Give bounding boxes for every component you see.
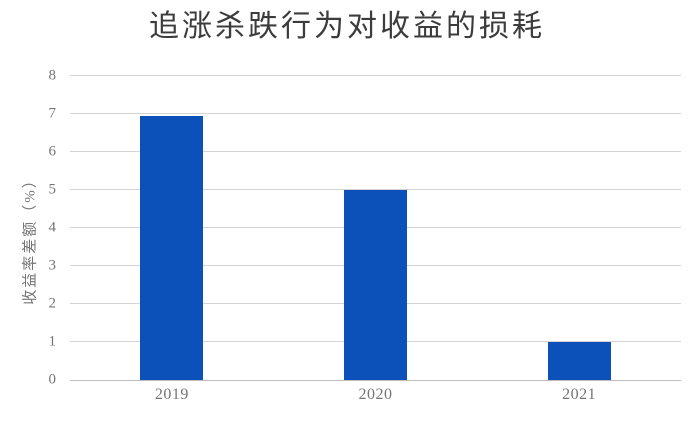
bar-2021 <box>547 342 611 380</box>
bar-column <box>477 76 681 380</box>
x-tick-label: 2019 <box>154 386 189 403</box>
x-tick-label: 2020 <box>358 386 393 403</box>
y-tick-label: 7 <box>48 105 57 122</box>
bar-2020 <box>344 190 407 380</box>
y-tick-label: 6 <box>48 143 57 160</box>
bar-column <box>70 76 274 380</box>
plot-area <box>70 75 681 381</box>
y-tick-label: 0 <box>48 371 57 388</box>
x-tick-label: 2021 <box>562 386 597 403</box>
y-tick-label: 1 <box>48 333 57 350</box>
y-tick-label: 5 <box>48 181 57 198</box>
y-axis-ticks: 0 1 2 3 4 5 6 7 8 <box>0 68 57 387</box>
chart-title: 追涨杀跌行为对收益的损耗 <box>149 10 545 43</box>
y-tick-label: 8 <box>48 67 57 84</box>
bars-layer <box>70 76 681 380</box>
x-axis-labels: 2019 2020 2021 <box>70 386 681 404</box>
y-tick-label: 2 <box>48 295 57 312</box>
y-tick-label: 4 <box>48 219 57 236</box>
gridline <box>70 189 681 190</box>
gridline <box>70 75 681 76</box>
bar-column <box>274 76 478 380</box>
y-tick-label: 3 <box>48 257 57 274</box>
gridline <box>70 113 681 114</box>
gridline <box>70 151 681 152</box>
bar-2019 <box>140 115 204 380</box>
